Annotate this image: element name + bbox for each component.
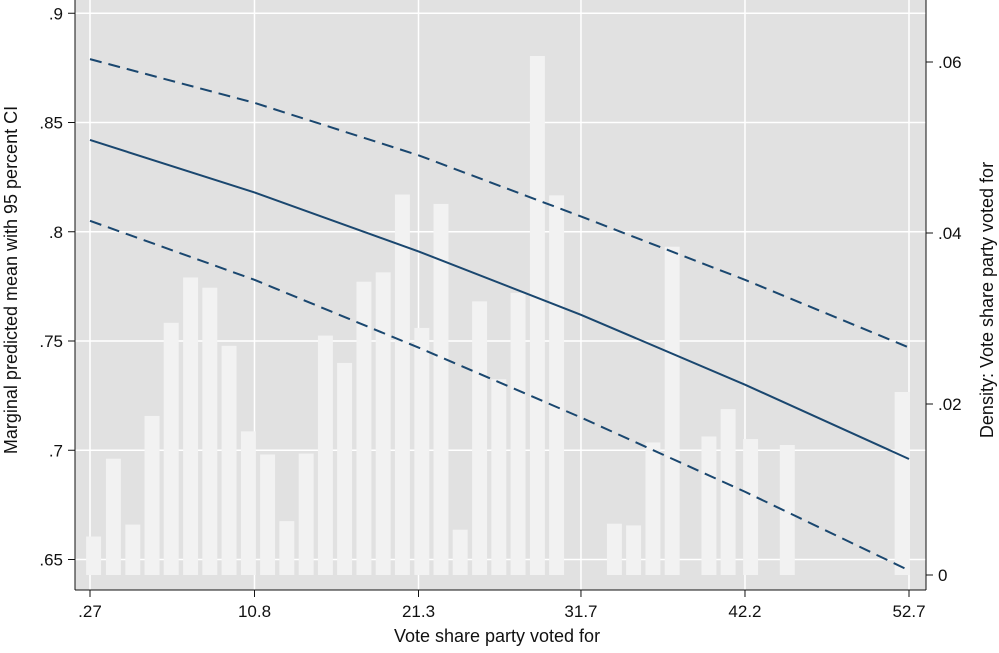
y2-axis-label: Density: Vote share party voted for [977, 162, 997, 438]
density-bar [779, 445, 795, 575]
density-bar [472, 301, 488, 575]
density-bar [626, 525, 642, 575]
density-bar [701, 436, 717, 575]
y-tick-label: .8 [49, 223, 63, 242]
density-bar [260, 454, 276, 575]
y-tick-label: .75 [39, 332, 63, 351]
density-bar [433, 203, 449, 575]
density-bar [298, 453, 314, 575]
predicted-mean-line [89, 139, 910, 460]
confidence-bound-line [89, 58, 910, 349]
y2-tick-label: .06 [938, 53, 962, 72]
density-bar [317, 335, 333, 575]
density-bar [240, 431, 256, 575]
density-bar [894, 392, 910, 575]
density-bar [125, 524, 141, 575]
density-bar [163, 322, 179, 575]
x-axis-label: Vote share party voted for [394, 626, 600, 646]
density-bar [720, 409, 736, 575]
x-tick-label: .27 [78, 602, 102, 621]
y-tick-label: .65 [39, 551, 63, 570]
axis-ticks: .65 .7 .75 .8 .85 .9 0 .02 .04 .06 .27 10.8 21.3 31.7… [39, 4, 961, 621]
density-bar [491, 379, 507, 575]
density-bar [549, 195, 565, 575]
x-tick-label: 10.8 [238, 602, 271, 621]
density-bar [452, 529, 468, 575]
density-bar [743, 439, 759, 575]
density-bar [664, 246, 680, 575]
density-bar [183, 277, 199, 575]
density-bar [221, 345, 237, 575]
x-tick-label: 31.7 [564, 602, 597, 621]
density-bar [279, 521, 295, 575]
density-bars [86, 56, 910, 575]
density-bar [337, 362, 353, 575]
density-bar [202, 287, 218, 575]
density-bar [394, 194, 410, 575]
density-bar [105, 458, 121, 575]
x-tick-label: 52.7 [892, 602, 925, 621]
density-bar [144, 415, 160, 575]
y-tick-label: .7 [49, 441, 63, 460]
density-bar [375, 272, 391, 575]
y-tick-label: .85 [39, 114, 63, 133]
density-bar [510, 292, 526, 575]
density-bar [86, 536, 102, 575]
confidence-bound-line [89, 219, 910, 572]
y2-tick-label: .02 [938, 395, 962, 414]
density-bar [606, 523, 622, 575]
density-bar [414, 327, 430, 575]
density-bar [356, 281, 372, 575]
x-tick-label: 21.3 [402, 602, 435, 621]
density-bar [529, 56, 545, 575]
prediction-lines [89, 58, 910, 572]
y-axis-label: Marginal predicted mean with 95 percent … [1, 106, 21, 454]
y-tick-label: .9 [49, 4, 63, 23]
y2-tick-label: .04 [938, 224, 962, 243]
y2-tick-label: 0 [938, 566, 947, 585]
x-tick-label: 42.2 [728, 602, 761, 621]
density-bar [645, 442, 661, 575]
